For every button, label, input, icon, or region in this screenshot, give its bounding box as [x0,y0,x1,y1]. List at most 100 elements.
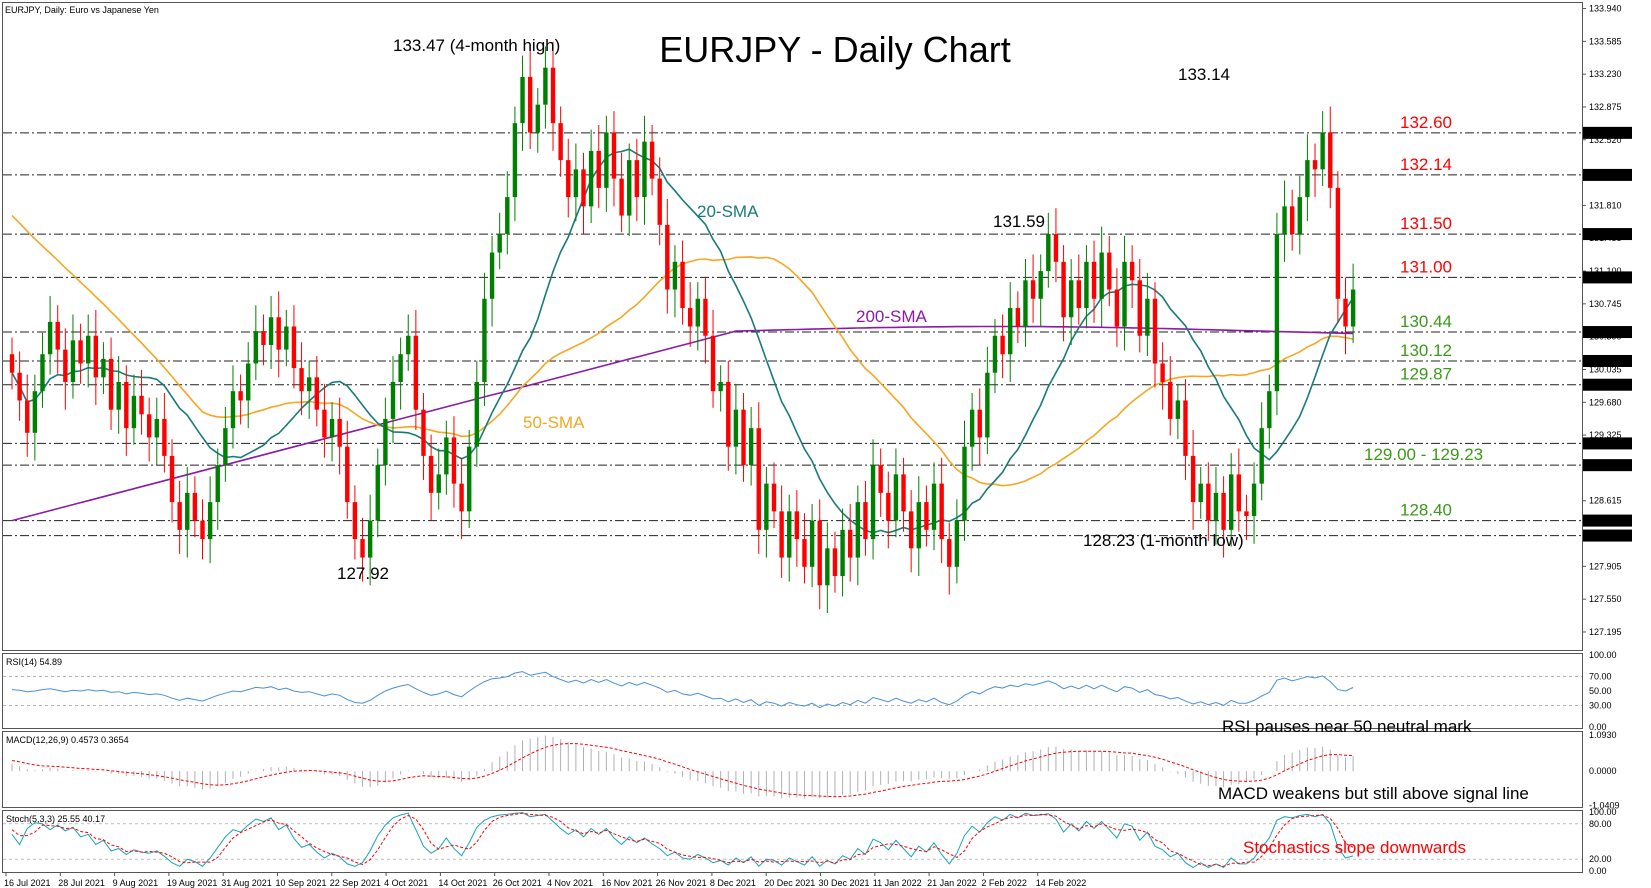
candle-body [809,520,815,567]
candle-body [1015,308,1021,327]
candle-body [1145,298,1150,336]
candle-body [246,363,251,401]
candle-body [146,414,152,438]
candle-body [604,132,609,188]
candle-body [848,529,853,558]
candle-body [116,381,121,410]
price-tick-label: 130.035 [1589,364,1622,374]
level-tag-value: 129.235 [1587,438,1620,448]
price-tick-label: 132.520 [1589,135,1622,145]
candle-body [855,502,861,558]
candle-body [276,317,281,350]
chart-title: EURJPY - Daily Chart [659,29,1010,70]
candle-body [878,465,883,493]
price-tick-label: 133.585 [1589,36,1622,46]
candle-body [992,335,998,373]
low-1m-label: 128.23 (1-month low) [1083,531,1244,550]
indicator-tick-label: 1.0930 [1589,730,1617,740]
candle-body [1312,160,1318,170]
symbol-info: EURJPY, Daily: Euro vs Japanese Yen [5,5,159,15]
candle-body [627,160,632,216]
candle-body [162,418,167,456]
candle-body [1289,206,1295,235]
stoch-main-line [11,812,1354,869]
indicator-tick-label: 50.00 [1589,686,1612,696]
candle-body [131,395,137,429]
candle-body [436,474,441,493]
candle-body [25,400,30,433]
level-tag [1583,459,1632,472]
candle-body [1175,400,1181,419]
candle-body [299,368,304,392]
candle-body [1282,206,1287,235]
macd-annotation: MACD weakens but still above signal line [1218,784,1529,803]
level-label: 131.00 [1400,257,1452,276]
candle-body [40,354,45,392]
rsi-line [11,671,1354,709]
candle-body [47,321,53,355]
candle-body [284,326,289,350]
candle-body [200,520,205,540]
level-label: 128.40 [1400,501,1452,520]
indicator-tick-label: 30.00 [1589,700,1612,710]
candle-body [832,548,838,577]
candle-body [291,326,297,369]
candle-body [680,261,685,309]
candle-body [779,511,784,558]
macd-title: MACD(12,26,9) 0.4573 0.3654 [6,735,129,745]
candle-body [1328,132,1333,188]
candle-body [908,511,914,549]
candle-body [642,141,647,198]
price-tick-label: 127.195 [1589,627,1622,637]
price-tick-label: 127.550 [1589,594,1622,604]
candle-body [840,529,845,577]
rsi-annotation: RSI pauses near 50 neutral mark [1222,717,1472,736]
indicator-tick-label: 20.00 [1589,854,1612,864]
candle-body [657,178,662,225]
candle-body [474,381,480,447]
date-tick-label: 19 Aug 2021 [167,878,218,888]
macd-signal-line [11,743,1354,798]
sma200-label: 200-SMA [856,307,928,326]
candle-body [1320,132,1325,170]
candle-body [665,224,670,290]
candle-body [535,104,540,133]
candle-body [428,455,434,493]
candle-body [886,492,891,521]
level-tag [1583,514,1632,527]
candle-body [139,395,144,415]
high-4m-label: 133.47 (4-month high) [393,36,560,55]
candle-body [1137,280,1142,336]
low-sep-label: 127.92 [337,564,389,583]
date-tick-label: 22 Sep 2021 [330,878,381,888]
candle-body [451,437,457,484]
date-tick-label: 26 Nov 2021 [656,878,707,888]
candle-body [619,178,624,216]
candle-body [1152,298,1158,364]
price-tick-label: 132.875 [1589,102,1622,112]
candle-body [588,150,594,207]
level-tag-value: 130.440 [1587,327,1620,337]
price-tick-label: 133.940 [1589,4,1622,14]
candle-body [17,372,22,401]
candle-body [1099,252,1104,299]
candle-body [169,455,175,503]
candle-body [1335,187,1341,299]
rsi-title: RSI(14) 54.89 [6,657,62,667]
date-tick-label: 2 Feb 2022 [981,878,1027,888]
indicator-tick-label: 0.00 [1589,866,1607,876]
candle-body [489,252,495,299]
price-tick-label: 131.100 [1589,266,1622,276]
date-tick-label: 4 Oct 2021 [384,878,428,888]
stoch-title: Stoch(5,3,3) 25.55 40.17 [6,814,105,824]
candle-body [771,483,777,512]
level-tag [1583,271,1632,284]
candle-body [154,418,159,438]
candle-body [55,321,60,350]
candle-body [703,298,708,336]
candle-body [261,331,266,345]
candle-body [230,391,236,429]
level-label: 130.12 [1400,341,1452,360]
candle-body [916,502,921,549]
price-pane [2,2,1583,651]
